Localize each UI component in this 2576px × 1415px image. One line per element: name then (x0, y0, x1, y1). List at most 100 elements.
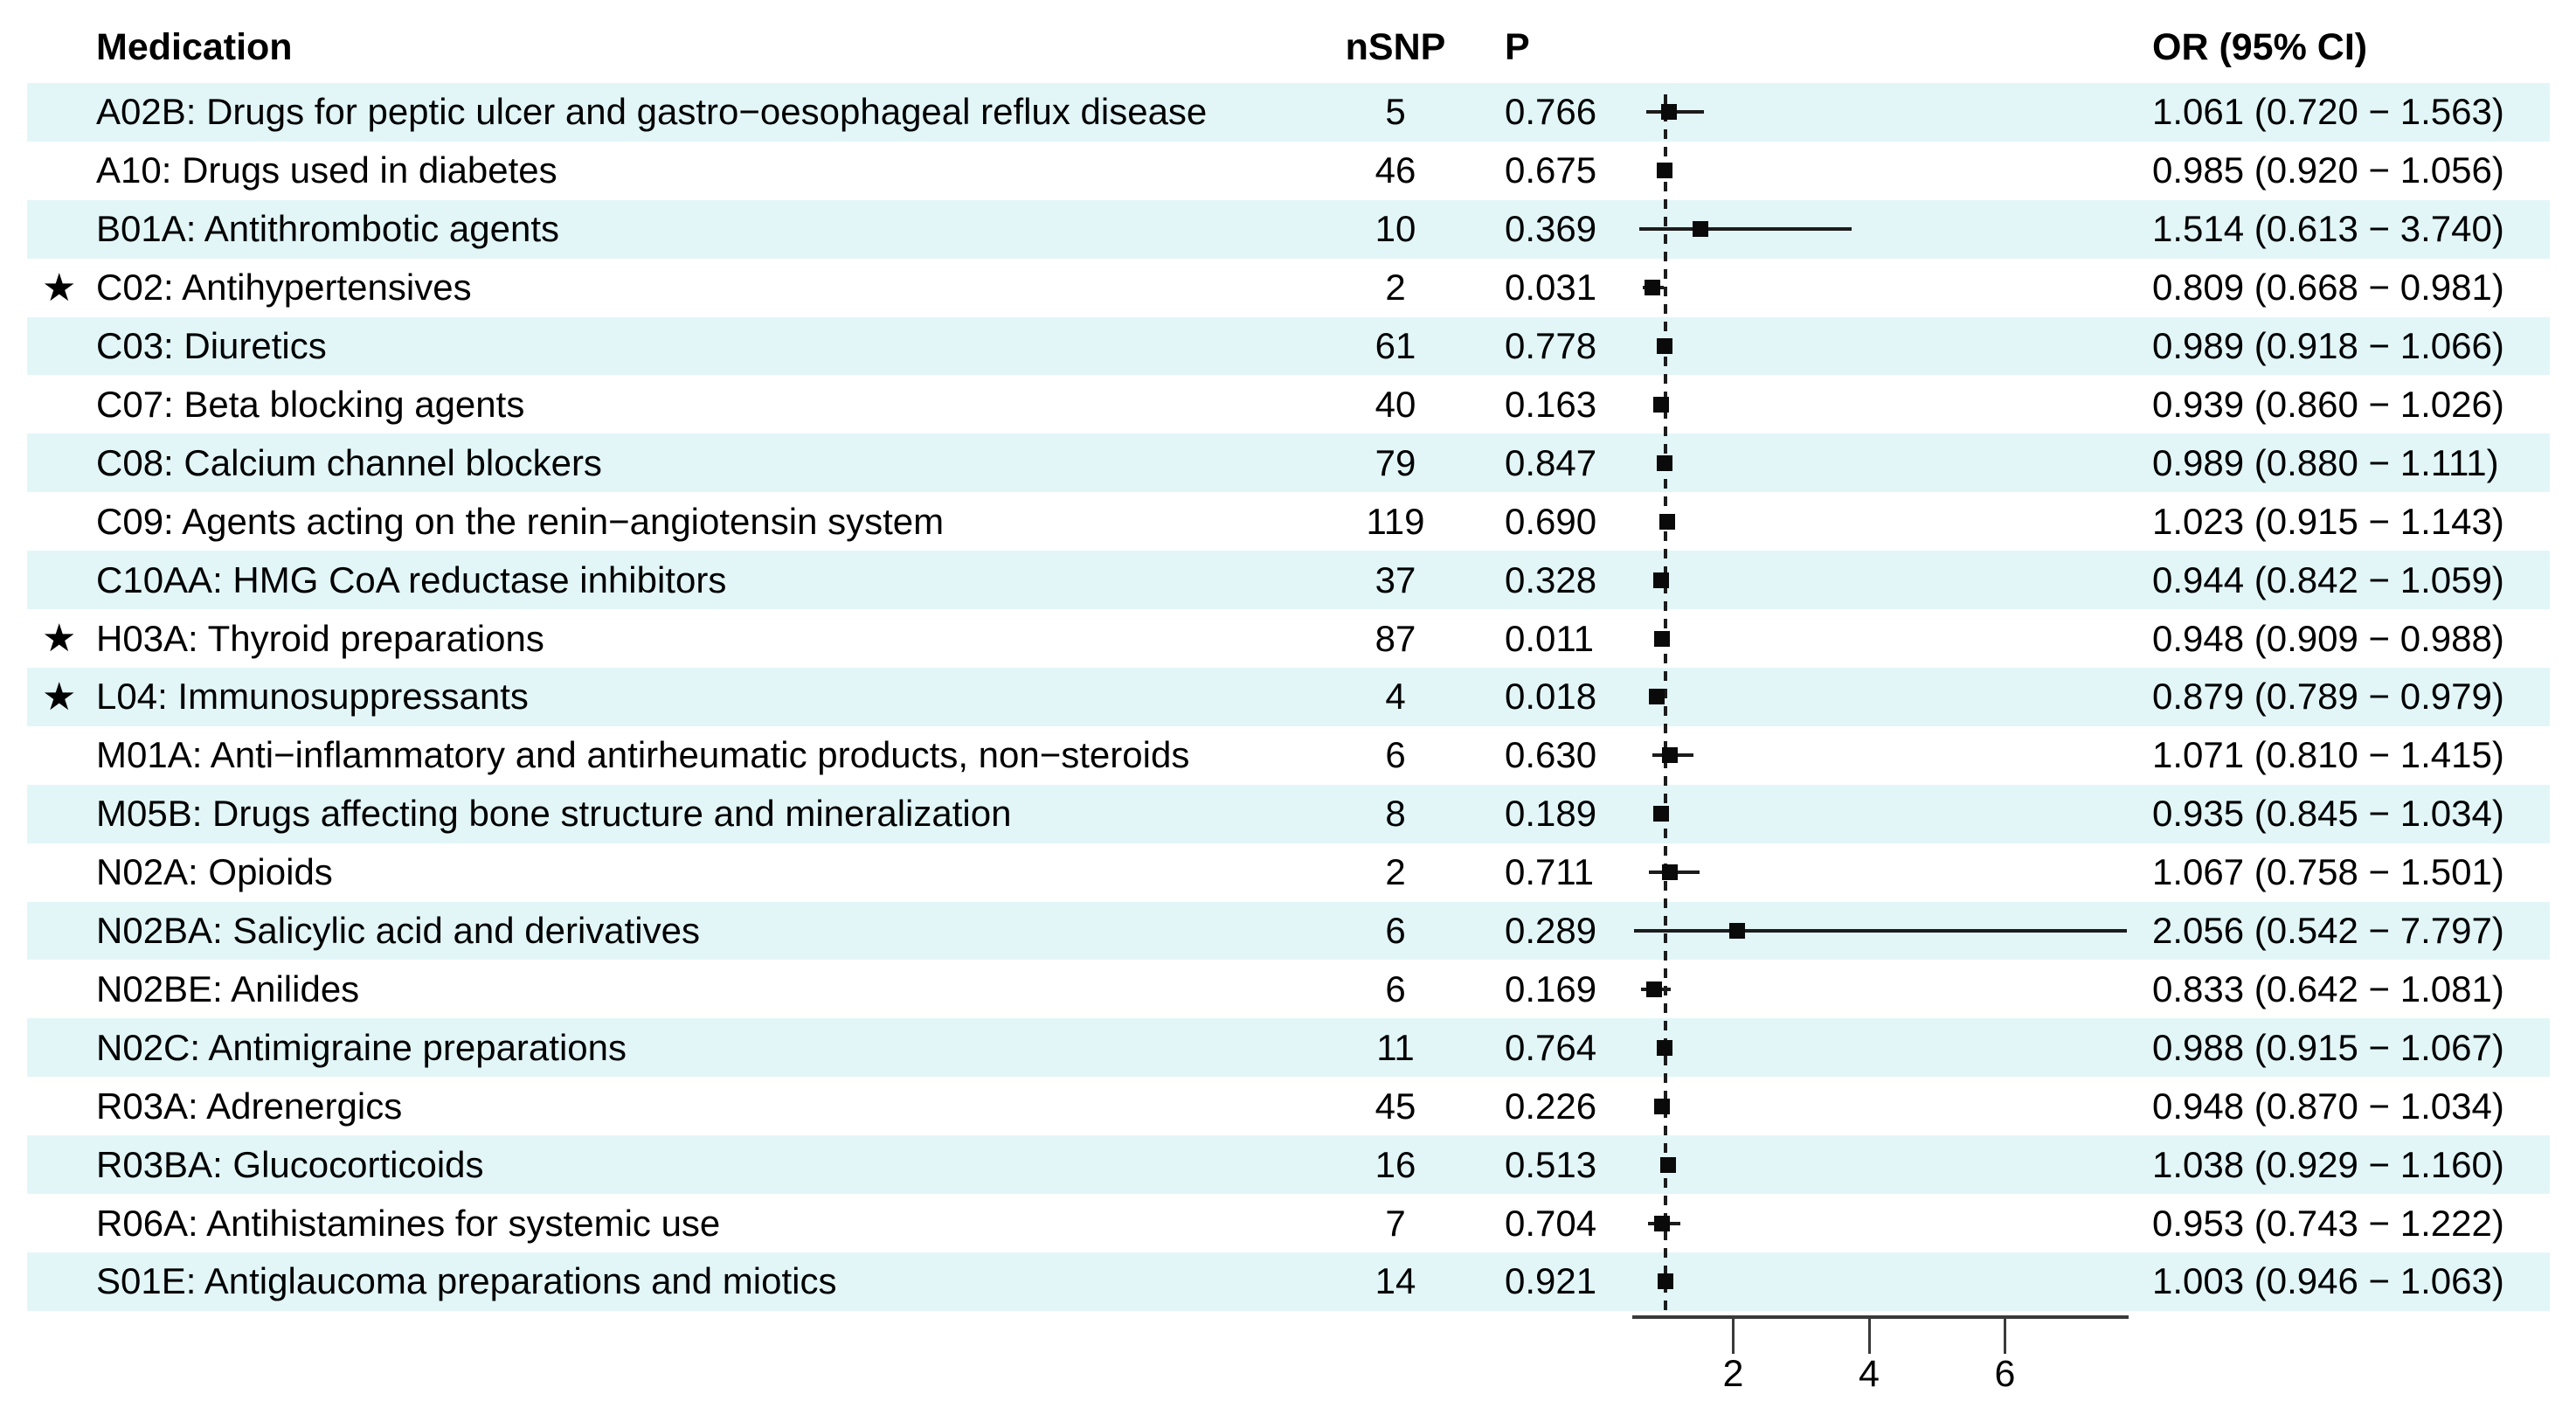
row-value-or-ci: 0.809 (0.668 − 0.981) (2152, 267, 2504, 309)
row-label-medication: C09: Agents acting on the renin−angioten… (96, 500, 945, 542)
row-value-p: 0.675 (1505, 149, 1597, 191)
row-label-medication: C10AA: HMG CoA reductase inhibitors (96, 558, 727, 600)
row-value-or-ci: 0.948 (0.870 − 1.034) (2152, 1085, 2504, 1127)
row-value-nsnp: 14 (1375, 1260, 1416, 1302)
row-label-medication: N02A: Opioids (96, 851, 333, 893)
x-axis-tick-label: 4 (1859, 1353, 1880, 1395)
row-value-nsnp: 37 (1375, 558, 1416, 600)
row-value-p: 0.163 (1505, 383, 1597, 425)
column-header-medication: Medication (96, 26, 293, 68)
row-label-medication: C08: Calcium channel blockers (96, 441, 602, 483)
row-value-nsnp: 2 (1385, 267, 1406, 309)
row-label-medication: R03A: Adrenergics (96, 1085, 403, 1127)
row-value-nsnp: 46 (1375, 149, 1416, 191)
table-row: ★ H03A: Thyroid preparations 87 0.011 0.948 … (27, 609, 2550, 668)
row-value-p: 0.011 (1505, 617, 1594, 659)
row-label-medication: M01A: Anti−inflammatory and antirheumati… (96, 734, 1190, 776)
x-axis-tick (2004, 1319, 2006, 1354)
row-value-or-ci: 0.988 (0.915 − 1.067) (2152, 1026, 2504, 1068)
row-value-or-ci: 1.038 (0.929 − 1.160) (2152, 1143, 2504, 1185)
row-value-p: 0.630 (1505, 734, 1597, 776)
row-value-or-ci: 0.935 (0.845 − 1.034) (2152, 793, 2504, 835)
x-axis-tick-label: 6 (1994, 1353, 2016, 1395)
table-row: R03BA: Glucocorticoids 16 0.513 1.038 (0.92… (27, 1135, 2550, 1195)
row-value-p: 0.921 (1505, 1260, 1597, 1302)
table-row: C08: Calcium channel blockers 79 0.847 0.98… (27, 434, 2550, 493)
row-value-p: 0.169 (1505, 968, 1597, 1009)
row-value-p: 0.766 (1505, 91, 1597, 133)
row-value-nsnp: 87 (1375, 617, 1416, 659)
table-row: M05B: Drugs affecting bone structure and… (27, 784, 2550, 843)
row-value-or-ci: 0.989 (0.880 − 1.111) (2152, 441, 2499, 483)
row-value-or-ci: 1.514 (0.613 − 3.740) (2152, 208, 2504, 250)
star-icon: ★ (42, 675, 77, 718)
column-header-nsnp: nSNP (1345, 26, 1446, 68)
row-value-nsnp: 61 (1375, 325, 1416, 367)
row-value-nsnp: 6 (1385, 734, 1406, 776)
row-label-medication: A02B: Drugs for peptic ulcer and gastro−… (96, 91, 1208, 133)
row-label-medication: B01A: Antithrombotic agents (96, 208, 559, 250)
row-value-nsnp: 45 (1375, 1085, 1416, 1127)
row-value-nsnp: 5 (1385, 91, 1406, 133)
row-value-p: 0.226 (1505, 1085, 1597, 1127)
row-value-p: 0.369 (1505, 208, 1597, 250)
row-label-medication: N02C: Antimigraine preparations (96, 1026, 627, 1068)
table-row: C09: Agents acting on the renin−angioten… (27, 492, 2550, 551)
row-value-nsnp: 119 (1366, 500, 1425, 542)
row-value-p: 0.704 (1505, 1202, 1597, 1244)
table-row: N02BA: Salicylic acid and derivatives 6 0.… (27, 901, 2550, 961)
table-row: A02B: Drugs for peptic ulcer and gastro−… (27, 83, 2550, 142)
row-label-medication: N02BE: Anilides (96, 968, 360, 1009)
row-value-or-ci: 2.056 (0.542 − 7.797) (2152, 910, 2504, 952)
table-row: ★ C02: Antihypertensives 2 0.031 0.809 (0.66… (27, 259, 2550, 317)
row-value-or-ci: 0.989 (0.918 − 1.066) (2152, 325, 2504, 367)
table-row: C10AA: HMG CoA reductase inhibitors 37 0.3… (27, 551, 2550, 610)
row-value-p: 0.189 (1505, 793, 1597, 835)
row-value-p: 0.289 (1505, 910, 1597, 952)
row-value-nsnp: 79 (1375, 441, 1416, 483)
row-value-nsnp: 40 (1375, 383, 1416, 425)
row-value-nsnp: 4 (1385, 676, 1406, 718)
x-axis-tick (1732, 1319, 1735, 1354)
table-row: N02BE: Anilides 6 0.169 0.833 (0.642 − 1.08… (27, 961, 2550, 1019)
star-icon: ★ (42, 266, 77, 309)
row-value-p: 0.513 (1505, 1143, 1597, 1185)
row-label-medication: H03A: Thyroid preparations (96, 617, 544, 659)
table-row: R03A: Adrenergics 45 0.226 0.948 (0.870 − 1… (27, 1077, 2550, 1135)
row-value-or-ci: 0.985 (0.920 − 1.056) (2152, 149, 2504, 191)
row-value-or-ci: 1.023 (0.915 − 1.143) (2152, 500, 2504, 542)
table-row: B01A: Antithrombotic agents 10 0.369 1.514 … (27, 199, 2550, 259)
table-row: A10: Drugs used in diabetes 46 0.675 0.985 … (27, 142, 2550, 200)
row-value-p: 0.764 (1505, 1026, 1597, 1068)
row-value-p: 0.847 (1505, 441, 1597, 483)
row-value-or-ci: 0.879 (0.789 − 0.979) (2152, 676, 2504, 718)
table-row: N02A: Opioids 2 0.711 1.067 (0.758 − 1.501) (27, 843, 2550, 902)
row-value-p: 0.778 (1505, 325, 1597, 367)
row-value-p: 0.711 (1505, 851, 1594, 893)
row-value-nsnp: 8 (1385, 793, 1406, 835)
row-value-or-ci: 0.948 (0.909 − 0.988) (2152, 617, 2504, 659)
row-value-p: 0.031 (1505, 267, 1597, 309)
table-row: N02C: Antimigraine preparations 11 0.764 0.… (27, 1018, 2550, 1078)
row-value-p: 0.018 (1505, 676, 1597, 718)
table-row: S01E: Antiglaucoma preparations and miot… (27, 1252, 2550, 1311)
row-value-nsnp: 10 (1375, 208, 1416, 250)
row-value-nsnp: 2 (1385, 851, 1406, 893)
x-axis-tick-label: 2 (1722, 1353, 1744, 1395)
row-value-or-ci: 0.939 (0.860 − 1.026) (2152, 383, 2504, 425)
x-axis-tick (1867, 1319, 1871, 1354)
row-value-nsnp: 6 (1385, 968, 1406, 1009)
row-label-medication: C03: Diuretics (96, 325, 327, 367)
row-value-nsnp: 6 (1385, 910, 1406, 952)
row-value-nsnp: 16 (1375, 1143, 1416, 1185)
table-row: M01A: Anti−inflammatory and antirheumati… (27, 726, 2550, 785)
table-row: R06A: Antihistamines for systemic use 7 0.… (27, 1194, 2550, 1252)
row-value-or-ci: 1.067 (0.758 − 1.501) (2152, 851, 2504, 893)
row-value-or-ci: 1.061 (0.720 − 1.563) (2152, 91, 2504, 133)
row-value-or-ci: 0.944 (0.842 − 1.059) (2152, 558, 2504, 600)
row-label-medication: M05B: Drugs affecting bone structure and… (96, 793, 1012, 835)
row-value-or-ci: 0.833 (0.642 − 1.081) (2152, 968, 2504, 1009)
row-value-p: 0.328 (1505, 558, 1597, 600)
row-value-or-ci: 0.953 (0.743 − 1.222) (2152, 1202, 2504, 1244)
row-value-nsnp: 7 (1385, 1202, 1406, 1244)
